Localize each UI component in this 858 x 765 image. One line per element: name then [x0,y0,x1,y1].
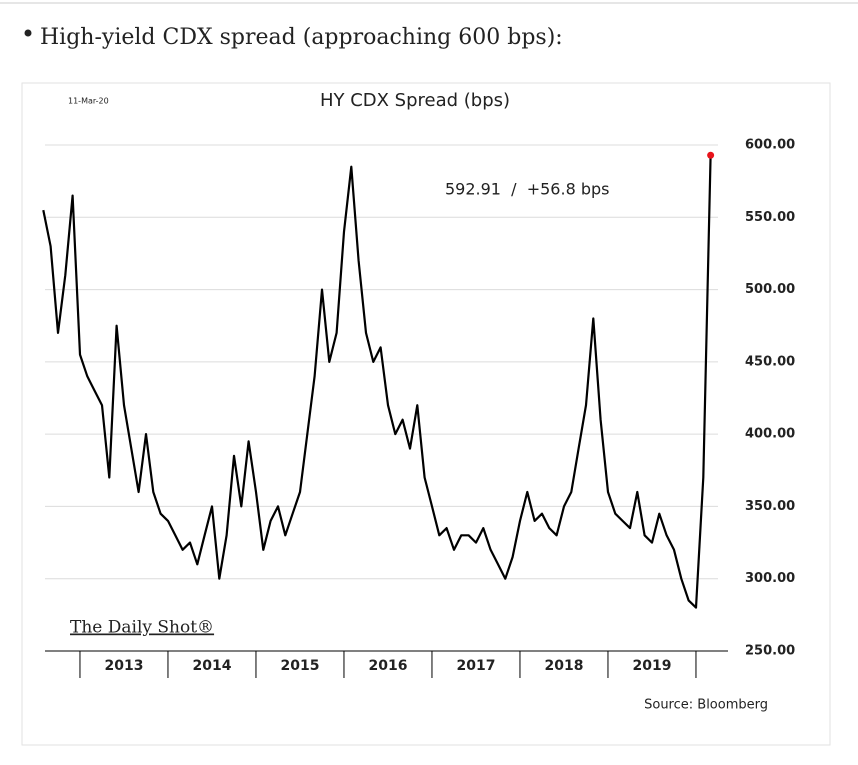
y-tick-label: 550.00 [745,210,795,225]
y-tick-label: 250.00 [745,644,795,659]
x-tick-label: 2017 [456,658,495,674]
bullet-dot [24,29,32,37]
last-point [707,151,715,159]
x-tick-label: 2016 [368,658,407,674]
chart-title: HY CDX Spread (bps) [320,90,510,111]
x-tick-label: 2015 [280,658,319,674]
x-tick-label: 2014 [192,658,231,674]
x-tick-label: 2019 [632,658,671,674]
x-tick-label: 2018 [544,658,583,674]
bullet-text: High-yield CDX spread (approaching 600 b… [40,25,563,50]
chart-date: 11-Mar-20 [68,97,109,106]
annotation: 592.91 / +56.8 bps [445,180,609,199]
x-tick-label: 2013 [104,658,143,674]
y-tick-label: 350.00 [745,499,795,514]
y-tick-label: 600.00 [745,138,795,153]
series-line [42,155,712,609]
y-tick-label: 400.00 [745,427,795,442]
logo: The Daily Shot® [70,618,214,638]
y-tick-label: 500.00 [745,282,795,297]
chart-frame [21,82,831,746]
y-tick-label: 450.00 [745,354,795,369]
y-tick-label: 300.00 [745,571,795,586]
source: Source: Bloomberg [644,698,768,713]
